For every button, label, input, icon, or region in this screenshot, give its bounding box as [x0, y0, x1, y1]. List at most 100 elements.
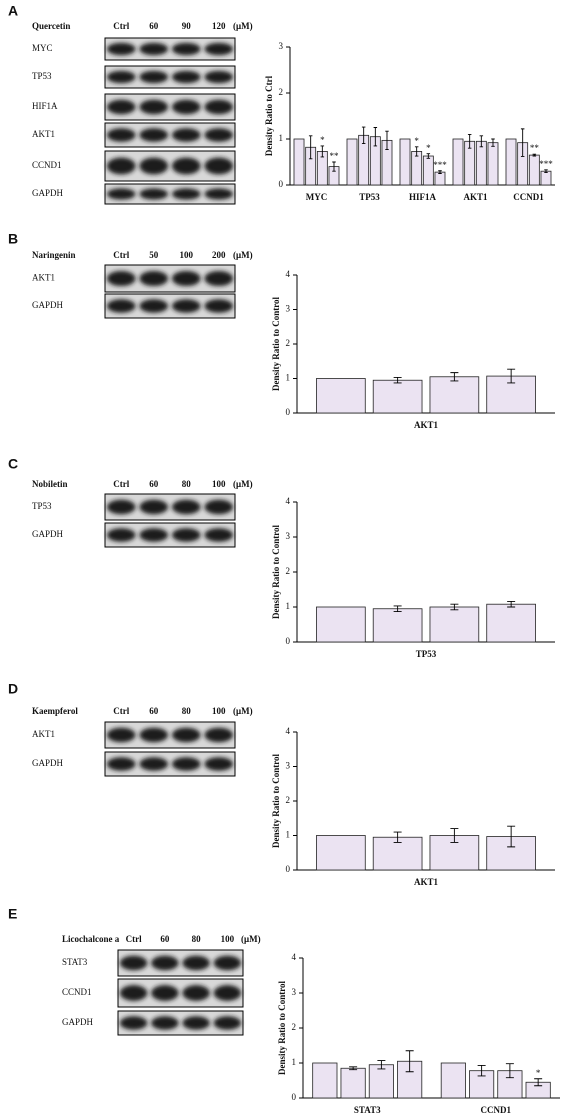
treatment: Licochalcone a: [62, 934, 120, 944]
x-tick-label: STAT3: [354, 1105, 381, 1115]
band: [106, 270, 136, 287]
dose: Ctrl: [113, 21, 129, 31]
blot-strip: [104, 37, 236, 61]
band: [171, 188, 201, 200]
error-bar: [320, 145, 325, 158]
error-bar: [544, 169, 548, 174]
y-tick-label: 2: [286, 566, 291, 576]
dose: 60: [149, 21, 159, 31]
error-bar: [507, 368, 516, 384]
error-bar: [479, 135, 484, 148]
band: [139, 70, 169, 84]
x-tick-label: HIF1A: [409, 192, 437, 202]
dose-unit: (μM): [233, 250, 253, 260]
band: [171, 528, 201, 542]
band: [139, 499, 169, 515]
protein-label: TP53: [32, 71, 52, 81]
dose: 200: [212, 250, 226, 260]
dose: Ctrl: [113, 250, 129, 260]
dose: 100: [221, 934, 235, 944]
dose: 100: [212, 479, 226, 489]
band: [119, 1016, 148, 1030]
error-bar: [438, 170, 442, 174]
significance: **: [329, 151, 339, 161]
treatment: Naringenin: [32, 250, 76, 260]
bar: [440, 1062, 466, 1099]
band: [213, 955, 242, 971]
dose: 80: [182, 706, 192, 716]
y-tick-label: 2: [286, 795, 291, 805]
blot-strip: [104, 183, 236, 205]
y-axis-label: Density Ratio to Control: [271, 524, 281, 619]
x-tick-label: CCND1: [481, 1105, 512, 1115]
x-tick-label: TP53: [359, 192, 380, 202]
y-tick-label: 1: [279, 133, 284, 143]
bar: [486, 603, 536, 643]
panel-label: C: [8, 456, 18, 472]
band: [204, 128, 234, 142]
error-bar: [534, 1078, 543, 1087]
y-axis-label: Density Ratio to Ctrl: [264, 75, 274, 156]
dose: 80: [182, 479, 192, 489]
y-tick-label: 1: [292, 1057, 297, 1067]
error-bar: [373, 127, 378, 147]
band: [171, 270, 201, 287]
significance: *: [320, 135, 325, 145]
x-tick-label: AKT1: [414, 420, 439, 430]
significance: *: [414, 136, 419, 146]
dose: Ctrl: [113, 706, 129, 716]
dose: 60: [149, 479, 159, 489]
bar: [429, 606, 480, 643]
bar: [316, 835, 366, 871]
band: [106, 42, 136, 56]
dose: 120: [212, 21, 226, 31]
treatment: Kaempferol: [32, 706, 78, 716]
protein-label: STAT3: [62, 957, 88, 967]
error-bar: [520, 128, 525, 157]
error-bar: [349, 1066, 358, 1071]
error-bar: [426, 153, 431, 159]
error-bar: [308, 135, 313, 160]
protein-label: AKT1: [32, 729, 55, 739]
dose-unit: (μM): [233, 21, 253, 31]
y-tick-label: 1: [286, 830, 291, 840]
bar: [372, 608, 423, 643]
band: [213, 1016, 242, 1030]
band: [106, 188, 136, 200]
dose-unit: (μM): [241, 934, 261, 944]
protein-label: AKT1: [32, 129, 55, 139]
bar: [316, 378, 366, 414]
band: [204, 299, 234, 313]
error-bar: [377, 1060, 386, 1070]
bar: [434, 171, 446, 186]
band: [171, 299, 201, 313]
band: [171, 499, 201, 515]
error-bar: [450, 828, 459, 843]
band: [139, 128, 169, 142]
band: [171, 757, 201, 771]
band: [139, 757, 169, 771]
significance: *: [426, 143, 431, 153]
band: [204, 528, 234, 542]
band: [106, 99, 136, 115]
y-tick-label: 4: [286, 496, 291, 506]
y-tick-label: 1: [286, 601, 291, 611]
band: [106, 157, 136, 175]
protein-label: GAPDH: [32, 188, 64, 198]
error-bar: [450, 372, 459, 382]
bar: [497, 1070, 523, 1099]
error-bar: [507, 825, 516, 848]
band: [204, 42, 234, 56]
protein-label: CCND1: [32, 160, 62, 170]
y-tick-label: 0: [286, 636, 291, 646]
y-tick-label: 0: [286, 407, 291, 417]
dose: Ctrl: [126, 934, 142, 944]
y-tick-label: 1: [286, 373, 291, 383]
panel-label: B: [8, 231, 18, 247]
y-tick-label: 3: [286, 761, 291, 771]
error-bar: [393, 605, 402, 612]
bar: [469, 1070, 495, 1099]
y-tick-label: 3: [292, 987, 297, 997]
